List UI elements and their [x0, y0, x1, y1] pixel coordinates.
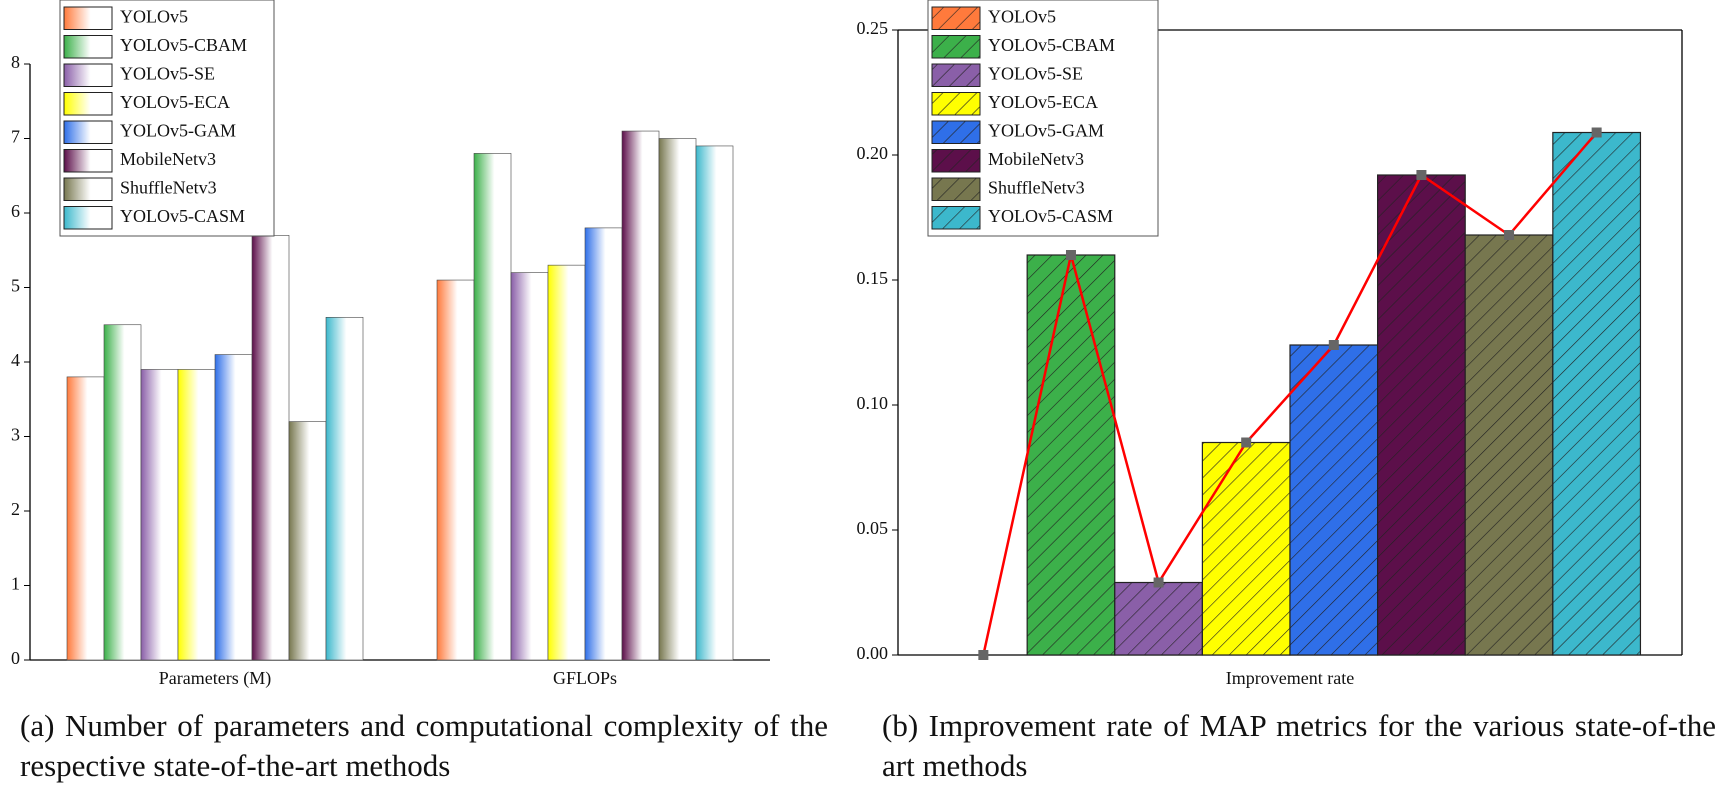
y-tick-label: 5	[11, 276, 20, 296]
bar	[510, 272, 549, 661]
legend-swatch	[63, 35, 113, 59]
bar	[66, 376, 105, 661]
legend-label: YOLOv5	[120, 6, 188, 26]
y-tick-label: 7	[11, 127, 20, 147]
legend-swatch	[931, 120, 981, 144]
y-tick-label: 1	[11, 574, 20, 594]
legend-label: YOLOv5-CBAM	[988, 35, 1115, 55]
caption: (b) Improvement rate of MAP metrics for …	[882, 708, 1716, 783]
legend-swatch	[63, 63, 113, 87]
legend-label: MobileNetv3	[120, 149, 216, 169]
legend-label: YOLOv5	[988, 6, 1056, 26]
caption: (a) Number of parameters and computation…	[20, 708, 828, 783]
legend-swatch	[63, 92, 113, 116]
marker	[1504, 230, 1515, 240]
legend-label: MobileNetv3	[988, 149, 1084, 169]
bar	[103, 324, 142, 661]
legend-label: YOLOv5-GAM	[120, 120, 236, 140]
line	[982, 131, 1598, 656]
charts: 0 1 2 3 4 5 6 7 8 Parameters (M) GFLOPs YOLOv5 YOLOv…	[11, 0, 1683, 689]
marker	[1153, 577, 1164, 588]
y-tick-label: 0.20	[857, 143, 889, 163]
y-tick-label: 0.10	[857, 393, 889, 413]
marker	[1591, 127, 1602, 138]
legend-swatch	[931, 35, 981, 59]
bar	[1289, 344, 1379, 656]
legend-swatch	[63, 206, 113, 230]
legend-label: YOLOv5-CBAM	[120, 35, 247, 55]
legend-swatch	[931, 6, 981, 30]
legend-swatch	[931, 149, 981, 173]
bar	[695, 145, 734, 661]
y-tick-label: 0.05	[857, 518, 889, 538]
legend-label: YOLOv5-CASM	[120, 206, 245, 226]
y-tick-label: 3	[11, 425, 20, 445]
legend-label: YOLOv5-GAM	[988, 120, 1104, 140]
bar	[547, 264, 586, 661]
bar	[325, 316, 364, 661]
bar	[251, 235, 290, 661]
bar	[1464, 234, 1554, 656]
legend-swatch	[931, 177, 981, 201]
legend-label: ShuffleNetv3	[120, 177, 217, 197]
legend-label: YOLOv5-ECA	[988, 92, 1098, 112]
y-tick-label: 2	[11, 499, 20, 519]
legend-swatch	[63, 149, 113, 173]
y-tick-label: 4	[11, 350, 20, 370]
marker	[1416, 170, 1427, 180]
bar	[1201, 441, 1291, 656]
legend-swatch	[931, 206, 981, 230]
bar	[473, 153, 512, 661]
x-axis-label: Improvement rate	[1226, 668, 1354, 688]
y-tick-label: 0.25	[857, 18, 889, 38]
bar	[621, 130, 660, 661]
bar	[1377, 174, 1466, 656]
y-tick-label: 0.00	[857, 643, 889, 663]
bar	[140, 369, 179, 661]
x-tick-label: GFLOPs	[553, 668, 617, 688]
legend-swatch	[931, 92, 981, 116]
legend-swatch	[63, 177, 113, 201]
legend-label: YOLOv5-CASM	[988, 206, 1113, 226]
marker	[1328, 340, 1339, 350]
bar	[584, 227, 623, 661]
bar	[214, 354, 253, 661]
y-tick-label: 8	[11, 52, 20, 72]
bar	[1552, 131, 1642, 656]
legend-swatch	[63, 6, 113, 30]
bar	[288, 421, 327, 661]
bar	[1114, 581, 1203, 656]
bar	[436, 279, 475, 661]
bar	[1026, 254, 1116, 656]
bar	[658, 138, 697, 661]
marker	[1241, 437, 1252, 448]
y-tick-label: 0	[11, 648, 20, 668]
marker	[1065, 250, 1076, 260]
legend-label: YOLOv5-ECA	[120, 92, 230, 112]
marker	[978, 650, 989, 660]
legend-label: YOLOv5-SE	[120, 63, 215, 83]
y-tick-label: 6	[11, 201, 20, 221]
legend-label: ShuffleNetv3	[988, 177, 1085, 197]
legend-swatch	[63, 120, 113, 144]
legend-label: YOLOv5-SE	[988, 63, 1083, 83]
legend-swatch	[931, 63, 981, 87]
y-tick-label: 0.15	[857, 268, 889, 288]
bar	[177, 369, 216, 661]
x-tick-label: Parameters (M)	[159, 668, 271, 689]
